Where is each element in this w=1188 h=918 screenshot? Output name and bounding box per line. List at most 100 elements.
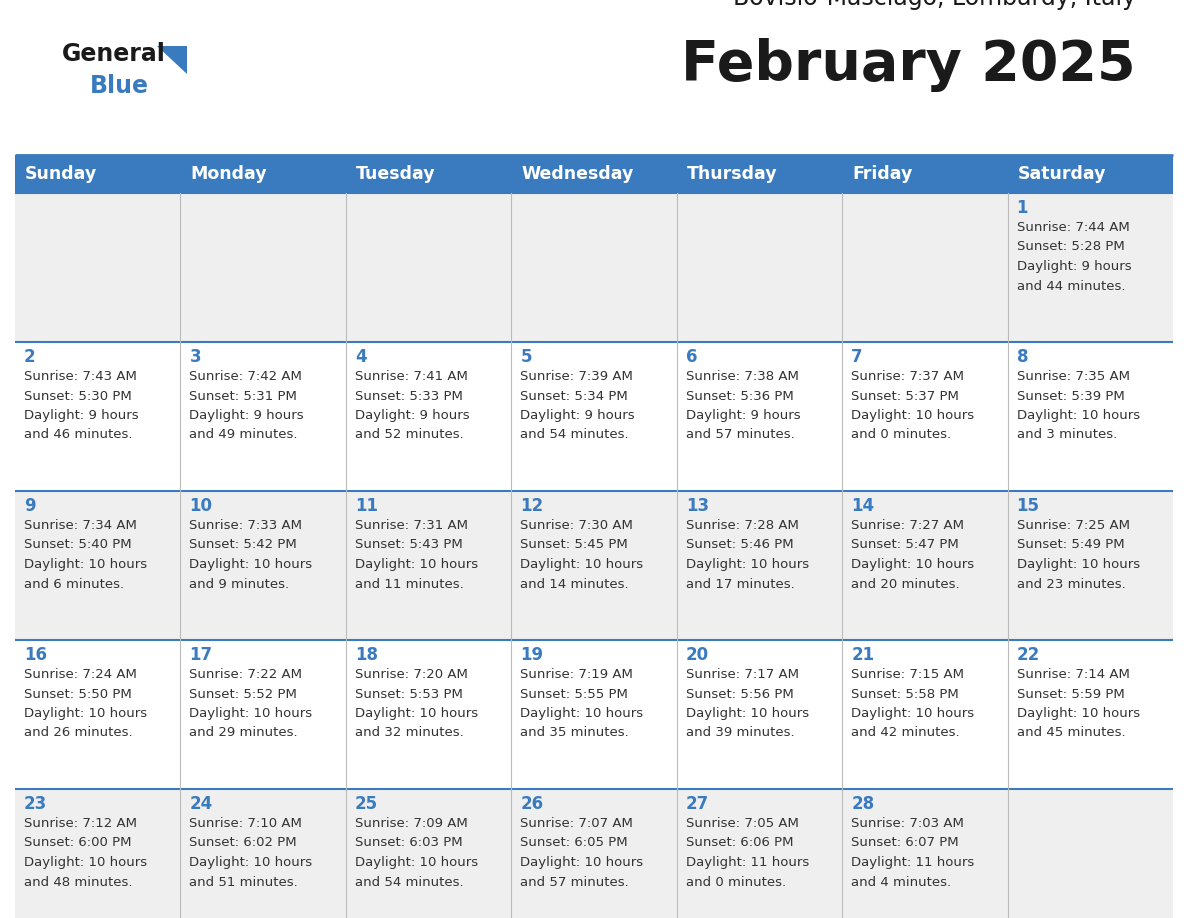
Text: and 29 minutes.: and 29 minutes. (189, 726, 298, 740)
Text: and 0 minutes.: and 0 minutes. (851, 429, 952, 442)
Text: 7: 7 (851, 348, 862, 366)
Text: and 48 minutes.: and 48 minutes. (24, 876, 133, 889)
Text: 11: 11 (355, 497, 378, 515)
Text: Daylight: 10 hours: Daylight: 10 hours (24, 856, 147, 869)
Text: Sunrise: 7:35 AM: Sunrise: 7:35 AM (1017, 370, 1130, 383)
Text: 12: 12 (520, 497, 543, 515)
Text: 15: 15 (1017, 497, 1040, 515)
Text: 25: 25 (355, 795, 378, 813)
Bar (181, 640, 346, 789)
Bar (842, 789, 1007, 918)
Text: Sunset: 5:43 PM: Sunset: 5:43 PM (355, 539, 462, 552)
Text: Sunrise: 7:33 AM: Sunrise: 7:33 AM (189, 519, 303, 532)
Text: 20: 20 (685, 646, 709, 664)
Bar (346, 193, 511, 342)
Text: and 11 minutes.: and 11 minutes. (355, 577, 463, 590)
Bar (181, 342, 346, 491)
Text: Sunset: 6:00 PM: Sunset: 6:00 PM (24, 836, 132, 849)
Bar (15, 640, 181, 789)
Text: Sunset: 5:49 PM: Sunset: 5:49 PM (1017, 539, 1124, 552)
Text: and 57 minutes.: and 57 minutes. (520, 876, 628, 889)
Text: Daylight: 10 hours: Daylight: 10 hours (24, 558, 147, 571)
Text: 23: 23 (24, 795, 48, 813)
Text: Sunrise: 7:17 AM: Sunrise: 7:17 AM (685, 668, 798, 681)
Text: 17: 17 (189, 646, 213, 664)
Text: Sunrise: 7:38 AM: Sunrise: 7:38 AM (685, 370, 798, 383)
Text: Sunset: 5:50 PM: Sunset: 5:50 PM (24, 688, 132, 700)
Bar (181, 193, 346, 342)
Text: Daylight: 10 hours: Daylight: 10 hours (355, 707, 478, 720)
Text: Sunset: 5:55 PM: Sunset: 5:55 PM (520, 688, 628, 700)
Text: 3: 3 (189, 348, 201, 366)
Text: and 57 minutes.: and 57 minutes. (685, 429, 795, 442)
Bar (511, 789, 677, 918)
Text: Daylight: 10 hours: Daylight: 10 hours (355, 558, 478, 571)
Text: Sunset: 5:28 PM: Sunset: 5:28 PM (1017, 241, 1124, 253)
Bar (511, 342, 677, 491)
Text: February 2025: February 2025 (682, 38, 1136, 92)
Text: Daylight: 9 hours: Daylight: 9 hours (685, 409, 801, 422)
Text: 4: 4 (355, 348, 366, 366)
Bar (346, 342, 511, 491)
Bar (15, 789, 181, 918)
Text: and 14 minutes.: and 14 minutes. (520, 577, 628, 590)
Text: Sunset: 5:47 PM: Sunset: 5:47 PM (851, 539, 959, 552)
Text: Daylight: 10 hours: Daylight: 10 hours (24, 707, 147, 720)
Text: and 0 minutes.: and 0 minutes. (685, 876, 785, 889)
Text: Daylight: 9 hours: Daylight: 9 hours (24, 409, 139, 422)
Text: 21: 21 (851, 646, 874, 664)
Text: and 17 minutes.: and 17 minutes. (685, 577, 795, 590)
Bar (677, 193, 842, 342)
Text: Sunset: 5:40 PM: Sunset: 5:40 PM (24, 539, 132, 552)
Bar (677, 491, 842, 640)
Text: Sunrise: 7:24 AM: Sunrise: 7:24 AM (24, 668, 137, 681)
Text: Daylight: 9 hours: Daylight: 9 hours (1017, 260, 1131, 273)
Text: Sunrise: 7:28 AM: Sunrise: 7:28 AM (685, 519, 798, 532)
Text: Sunset: 5:33 PM: Sunset: 5:33 PM (355, 389, 463, 402)
Text: Sunset: 5:58 PM: Sunset: 5:58 PM (851, 688, 959, 700)
Text: and 42 minutes.: and 42 minutes. (851, 726, 960, 740)
Text: 18: 18 (355, 646, 378, 664)
Text: Sunrise: 7:12 AM: Sunrise: 7:12 AM (24, 817, 137, 830)
Text: Sunset: 5:53 PM: Sunset: 5:53 PM (355, 688, 463, 700)
Text: Sunrise: 7:27 AM: Sunrise: 7:27 AM (851, 519, 965, 532)
Text: Sunset: 5:30 PM: Sunset: 5:30 PM (24, 389, 132, 402)
Text: and 46 minutes.: and 46 minutes. (24, 429, 133, 442)
Text: Daylight: 10 hours: Daylight: 10 hours (520, 856, 644, 869)
Text: Daylight: 10 hours: Daylight: 10 hours (1017, 707, 1139, 720)
Bar (346, 789, 511, 918)
Text: Sunset: 6:07 PM: Sunset: 6:07 PM (851, 836, 959, 849)
Text: Sunset: 6:05 PM: Sunset: 6:05 PM (520, 836, 628, 849)
Text: Sunrise: 7:42 AM: Sunrise: 7:42 AM (189, 370, 302, 383)
Text: 9: 9 (24, 497, 36, 515)
Text: Sunset: 5:39 PM: Sunset: 5:39 PM (1017, 389, 1124, 402)
Text: Bovisio-Masciago, Lombardy, Italy: Bovisio-Masciago, Lombardy, Italy (733, 0, 1136, 10)
Bar (1007, 640, 1173, 789)
Bar (346, 640, 511, 789)
Text: Sunset: 5:42 PM: Sunset: 5:42 PM (189, 539, 297, 552)
Text: and 54 minutes.: and 54 minutes. (355, 876, 463, 889)
Text: and 9 minutes.: and 9 minutes. (189, 577, 290, 590)
Text: Blue: Blue (90, 74, 148, 98)
Text: 13: 13 (685, 497, 709, 515)
Text: Sunrise: 7:03 AM: Sunrise: 7:03 AM (851, 817, 963, 830)
Text: and 51 minutes.: and 51 minutes. (189, 876, 298, 889)
Text: and 52 minutes.: and 52 minutes. (355, 429, 463, 442)
Text: 28: 28 (851, 795, 874, 813)
Text: Sunrise: 7:30 AM: Sunrise: 7:30 AM (520, 519, 633, 532)
Text: Daylight: 10 hours: Daylight: 10 hours (851, 707, 974, 720)
Bar (842, 193, 1007, 342)
Text: Sunset: 5:37 PM: Sunset: 5:37 PM (851, 389, 959, 402)
Text: and 23 minutes.: and 23 minutes. (1017, 577, 1125, 590)
Bar (677, 640, 842, 789)
Bar (677, 789, 842, 918)
Bar (15, 491, 181, 640)
Text: 22: 22 (1017, 646, 1040, 664)
Text: Sunset: 5:52 PM: Sunset: 5:52 PM (189, 688, 297, 700)
Text: Sunrise: 7:09 AM: Sunrise: 7:09 AM (355, 817, 468, 830)
Text: Monday: Monday (190, 165, 267, 183)
Text: Saturday: Saturday (1018, 165, 1106, 183)
Bar (511, 491, 677, 640)
Text: and 35 minutes.: and 35 minutes. (520, 726, 628, 740)
Text: and 26 minutes.: and 26 minutes. (24, 726, 133, 740)
